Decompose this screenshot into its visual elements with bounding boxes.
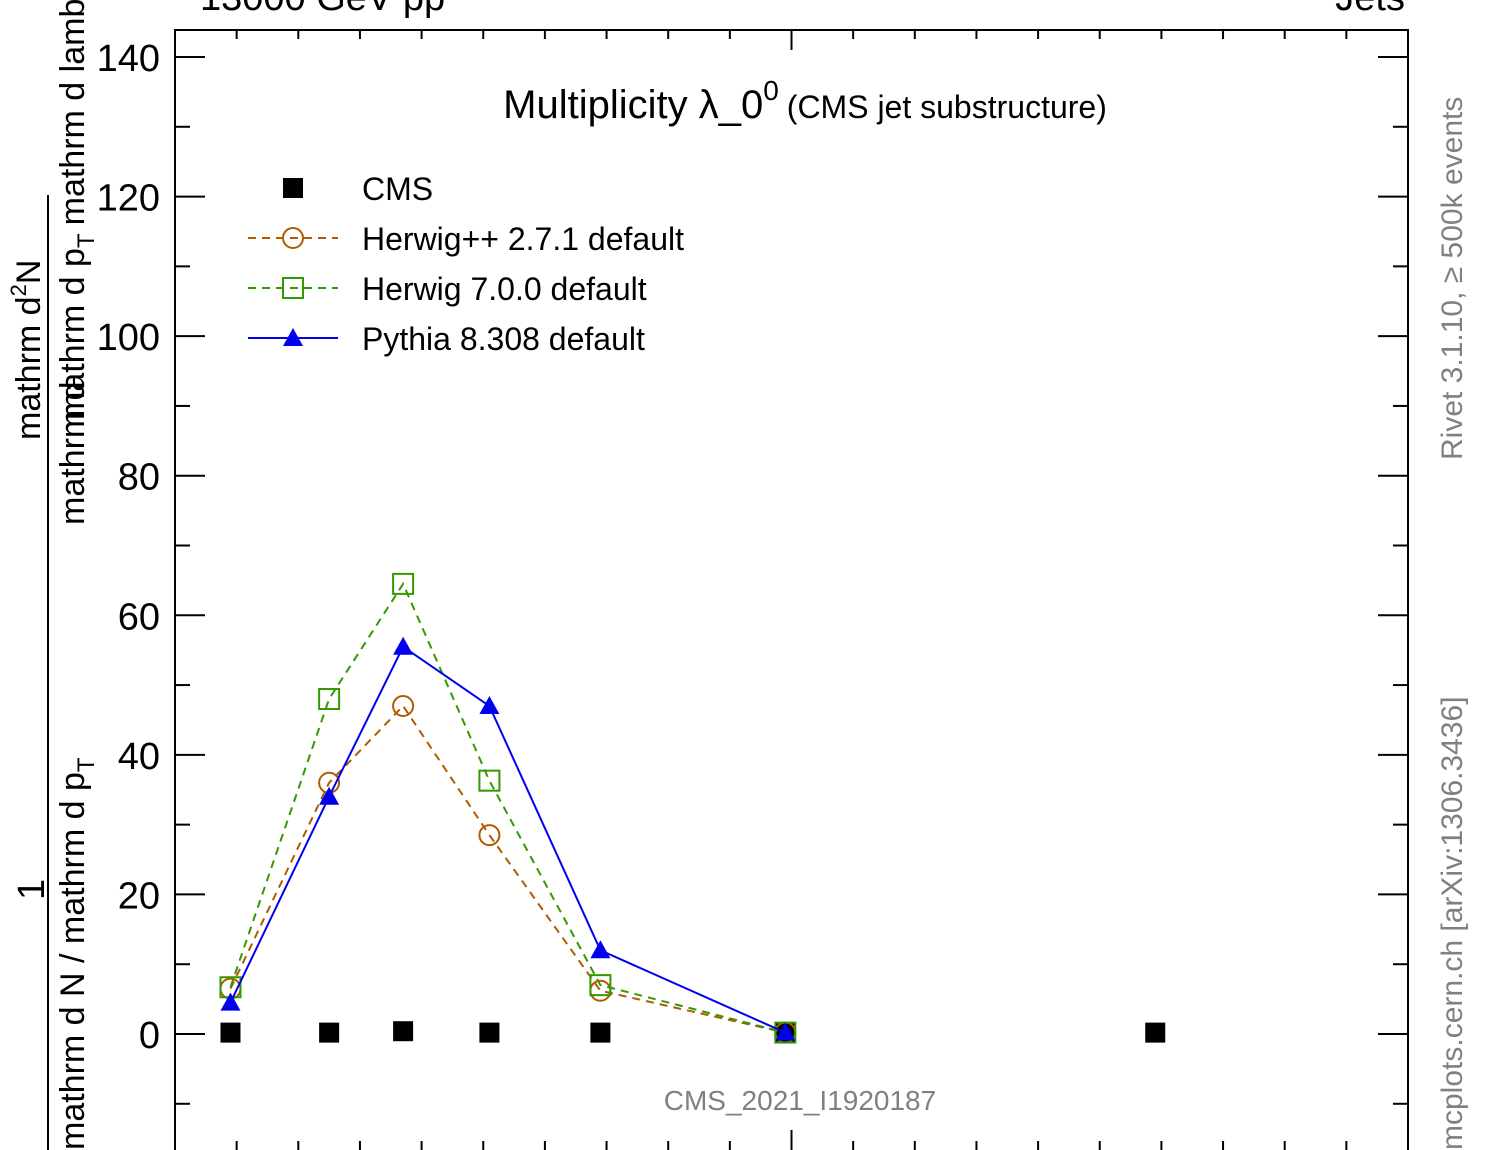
- data-point: [220, 992, 241, 1011]
- y-tick-label: 0: [139, 1015, 160, 1057]
- y-tick-label: 20: [118, 875, 160, 917]
- ylabel-right-denominator-sub: T: [73, 233, 100, 248]
- data-point: [479, 1022, 500, 1043]
- data-point: [478, 769, 501, 792]
- legend: CMS Herwig++ 2.7.1 default Herwig 7.0.0 de…: [248, 171, 684, 357]
- data-point: [590, 940, 611, 959]
- y-axis-label: 1 mathrm d N / mathrm d pT mathrm d math…: [6, 0, 100, 1150]
- mcplots-label: mcplots.cern.ch [arXiv:1306.3436]: [1436, 696, 1469, 1150]
- y-tick-label: 100: [97, 317, 160, 359]
- ylabel-denominator-text: mathrm d N / mathrm d p: [54, 772, 92, 1150]
- series-line: [229, 581, 786, 1034]
- ylabel-right-denominator-text: mathrm d p: [54, 248, 92, 420]
- data-point: [282, 227, 304, 249]
- data-point: [479, 696, 500, 715]
- data-point: [393, 1021, 414, 1042]
- data-point: [393, 636, 414, 655]
- header-right: Jets: [1335, 0, 1405, 19]
- ylabel-right-tail: mathrm d lambda: [54, 0, 92, 225]
- analysis-id: CMS_2021_I1920187: [664, 1085, 936, 1116]
- series-pythia-8-308-default: [220, 636, 796, 1041]
- rivet-label: Rivet 3.1.10, ≥ 500k events: [1436, 97, 1469, 460]
- legend-item: CMS: [283, 171, 433, 207]
- header-left: 13000 GeV pp: [200, 0, 445, 19]
- data-point: [392, 572, 415, 595]
- data-point: [1145, 1022, 1166, 1043]
- data-point: [282, 277, 304, 299]
- y-tick-labels: 0 20 40 60 80 100 120 140: [97, 38, 160, 1057]
- ylabel-denominator-sub: T: [73, 757, 100, 772]
- axis-ticks: [174, 30, 1409, 1150]
- ylabel-num-right-text: N: [10, 260, 48, 285]
- chart-title: Multiplicity λ_00 (CMS jet substructure): [503, 75, 1107, 127]
- series-herwig-7-0-0-default: [219, 572, 797, 1044]
- ylabel-num-right-sup: 2: [6, 284, 31, 296]
- data-point: [283, 178, 303, 198]
- data-point: [392, 695, 415, 718]
- legend-label: Herwig 7.0.0 default: [362, 271, 647, 307]
- y-tick-label: 60: [118, 596, 160, 638]
- data-point: [590, 1022, 611, 1043]
- legend-item: Pythia 8.308 default: [248, 321, 645, 357]
- ylabel-num-right: mathrm d2N: [6, 260, 48, 440]
- legend-label: Herwig++ 2.7.1 default: [362, 221, 684, 257]
- plot-frame: [174, 29, 1409, 1150]
- y-tick-label: 40: [118, 736, 160, 778]
- ylabel-num-right-prefix: mathrm d: [10, 296, 48, 440]
- data-point: [589, 974, 612, 997]
- chart-title-suffix: (CMS jet substructure): [787, 89, 1107, 125]
- ylabel-right-denominator: mathrm d pTmathrm d lambda: [54, 0, 100, 420]
- data-point: [478, 824, 501, 847]
- data-point: [318, 688, 341, 711]
- data-point: [775, 1022, 796, 1041]
- legend-item: Herwig 7.0.0 default: [248, 271, 647, 307]
- chart-title-superscript: 0: [763, 75, 779, 106]
- ylabel-middle: mathrm d: [54, 381, 92, 525]
- ylabel-num-left: 1: [11, 879, 53, 900]
- chart-title-main: Multiplicity λ_0: [503, 83, 763, 127]
- y-tick-label: 140: [97, 38, 160, 80]
- series-line: [229, 704, 786, 1034]
- data-point: [319, 786, 340, 805]
- series-line: [229, 645, 786, 1034]
- y-tick-label: 120: [97, 178, 160, 220]
- data-point: [220, 1022, 241, 1043]
- series-layer: [219, 572, 1166, 1044]
- data-point: [319, 1022, 340, 1043]
- legend-label: CMS: [362, 171, 433, 207]
- series-cms: [220, 1021, 1166, 1043]
- legend-label: Pythia 8.308 default: [362, 321, 645, 357]
- ylabel-denominator: mathrm d N / mathrm d pT: [54, 757, 100, 1150]
- y-tick-label: 80: [118, 457, 160, 499]
- data-point: [283, 328, 303, 346]
- legend-item: Herwig++ 2.7.1 default: [248, 221, 684, 257]
